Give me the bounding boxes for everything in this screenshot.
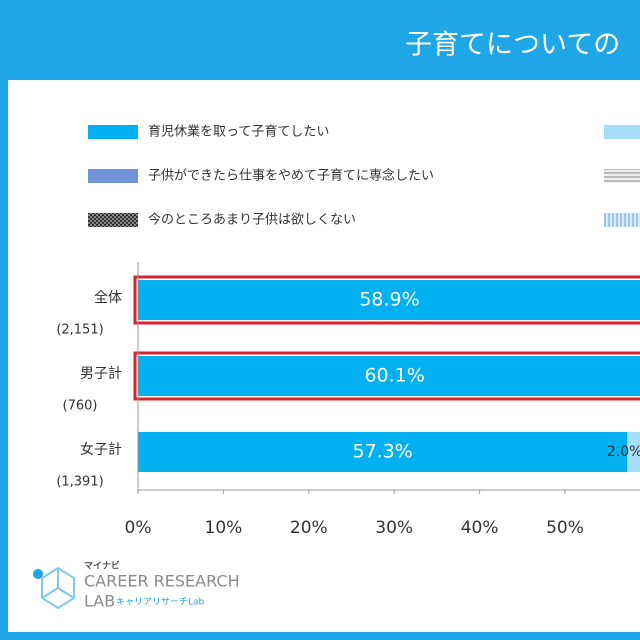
highlight-box <box>133 275 640 325</box>
logo-line2: LAB <box>84 592 115 611</box>
value-label: 57.3% <box>352 441 412 463</box>
legend-swatch <box>88 169 138 183</box>
x-tick-label: 40% <box>461 518 499 538</box>
count-label: (2,151) <box>56 323 103 338</box>
x-tick-label: 20% <box>290 518 328 538</box>
highlight-box <box>133 351 640 401</box>
category-label: 男子計 <box>80 366 122 382</box>
legend-swatch <box>604 169 640 183</box>
logo: マイナビ CAREER RESEARCH LAB キャリアリサーチLab <box>33 560 240 611</box>
logo-cube <box>41 566 75 610</box>
count-label: (1,391) <box>56 475 103 490</box>
bar-segment <box>627 432 640 472</box>
bar-segment <box>138 432 628 472</box>
bar-segment <box>138 280 640 320</box>
legend-swatch <box>88 213 138 227</box>
legend-swatch <box>604 213 640 227</box>
logo-dot <box>33 569 43 579</box>
category-label: 女子計 <box>80 441 122 458</box>
value-label: 58.9% <box>359 289 419 311</box>
count-label: (760) <box>63 399 98 414</box>
x-tick-label: 50% <box>546 518 584 538</box>
legend-label: 今のところあまり子供は欲しくない <box>148 212 356 228</box>
value-label: 2.0% <box>607 444 640 460</box>
chart-title: 子育てについての <box>405 30 620 61</box>
category-label: 全体 <box>94 289 122 306</box>
x-tick-label: 0% <box>125 518 152 538</box>
x-tick-label: 10% <box>205 518 243 538</box>
legend-label: 子供ができたら仕事をやめて子育てに専念したい <box>148 168 434 184</box>
logo-line1: CAREER RESEARCH <box>84 572 240 591</box>
bar-segment <box>138 356 640 396</box>
legend-swatch <box>88 125 138 139</box>
x-tick-label: 30% <box>375 518 413 538</box>
logo-sub: キャリアリサーチLab <box>116 597 205 608</box>
logo-brand: マイナビ <box>84 560 120 572</box>
value-label: 60.1% <box>364 365 424 387</box>
legend-swatch <box>604 125 640 139</box>
legend-label: 育児休業を取って子育てしたい <box>148 124 329 140</box>
